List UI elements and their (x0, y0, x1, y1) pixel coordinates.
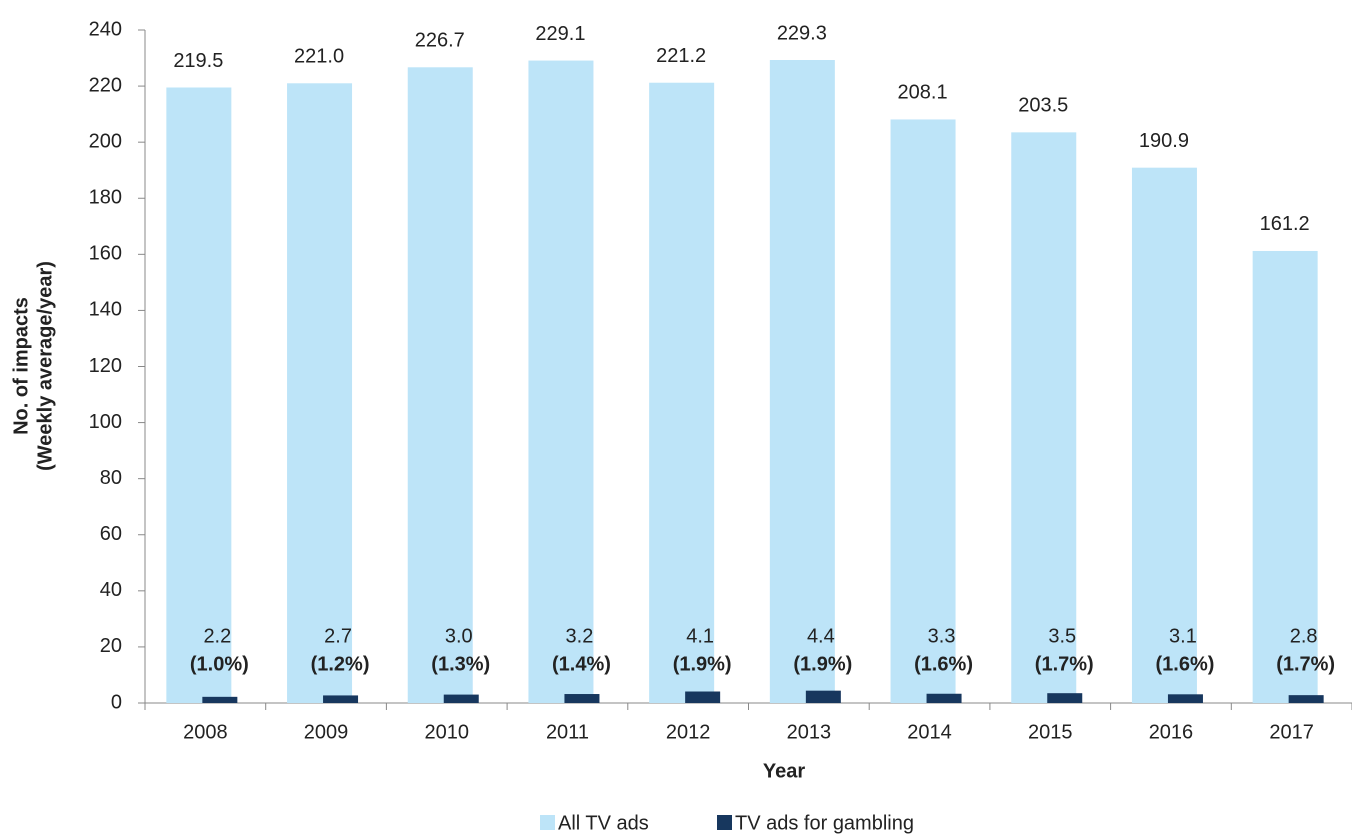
y-tick-label: 140 (89, 299, 122, 321)
x-tick-label: 2012 (666, 721, 711, 743)
share-label: (1.0%) (190, 653, 249, 675)
bar (443, 694, 479, 703)
bar (1131, 167, 1197, 704)
bar (1011, 132, 1077, 704)
value-label: 229.3 (777, 22, 827, 44)
value-label: 190.9 (1139, 130, 1189, 152)
y-axis-title: No. of impacts (10, 297, 32, 435)
legend-swatch (540, 815, 555, 830)
y-tick-label: 80 (100, 467, 122, 489)
bar (323, 695, 359, 703)
share-label: (1.2%) (311, 653, 370, 675)
x-axis-title: Year (763, 760, 805, 782)
share-label: (1.6%) (914, 653, 973, 675)
share-label: (1.6%) (1155, 653, 1214, 675)
bar (1167, 694, 1203, 703)
value-label: 3.5 (1048, 625, 1076, 647)
bar (1047, 693, 1083, 703)
x-tick-label: 2010 (425, 721, 470, 743)
value-label: 226.7 (415, 30, 465, 52)
value-label: 219.5 (173, 50, 223, 72)
bar (1288, 695, 1324, 703)
bar (407, 67, 473, 704)
value-label: 3.2 (566, 625, 594, 647)
x-tick-label: 2009 (304, 721, 349, 743)
y-tick-label: 180 (89, 187, 122, 209)
bar (890, 119, 956, 703)
value-label: 2.2 (203, 625, 231, 647)
value-label: 2.7 (324, 625, 352, 647)
y-tick-label: 20 (100, 635, 122, 657)
bar (528, 60, 594, 703)
value-label: 203.5 (1018, 95, 1068, 117)
share-label: (1.9%) (793, 653, 852, 675)
value-label: 4.1 (686, 625, 714, 647)
y-tick-label: 240 (89, 18, 122, 40)
value-label: 3.3 (928, 625, 956, 647)
y-tick-label: 100 (89, 411, 122, 433)
x-tick-label: 2008 (183, 721, 228, 743)
y-tick-label: 220 (89, 74, 122, 96)
value-label: 229.1 (535, 23, 585, 45)
x-tick-label: 2017 (1269, 721, 1314, 743)
y-axis-title: (Weekly average/year) (34, 261, 56, 471)
share-label: (1.9%) (673, 653, 732, 675)
y-tick-label: 200 (89, 130, 122, 152)
value-label: 4.4 (807, 625, 835, 647)
bar (926, 693, 962, 703)
share-label: (1.7%) (1276, 653, 1335, 675)
legend-swatch (717, 815, 732, 830)
y-tick-label: 120 (89, 355, 122, 377)
x-tick-label: 2016 (1149, 721, 1194, 743)
y-tick-label: 160 (89, 243, 122, 265)
value-label: 161.2 (1260, 213, 1310, 235)
bar (564, 694, 600, 703)
share-label: (1.7%) (1035, 653, 1094, 675)
bar (805, 690, 841, 703)
legend-label: TV ads for gambling (735, 812, 914, 834)
value-label: 3.1 (1169, 625, 1197, 647)
value-label: 221.0 (294, 46, 344, 68)
share-label: (1.3%) (431, 653, 490, 675)
bar (287, 83, 353, 703)
bar (202, 696, 238, 703)
value-label: 208.1 (898, 82, 948, 104)
share-label: (1.4%) (552, 653, 611, 675)
bar (1252, 250, 1318, 704)
value-label: 2.8 (1290, 625, 1318, 647)
bar (649, 82, 715, 704)
legend-label: All TV ads (558, 812, 649, 834)
y-tick-label: 40 (100, 579, 122, 601)
y-tick-label: 0 (111, 691, 122, 713)
x-tick-label: 2015 (1028, 721, 1073, 743)
x-tick-label: 2014 (907, 721, 952, 743)
value-label: 221.2 (656, 45, 706, 67)
y-tick-label: 60 (100, 523, 122, 545)
x-tick-label: 2013 (787, 721, 832, 743)
bar (166, 87, 232, 704)
bar (685, 691, 721, 703)
value-label: 3.0 (445, 625, 473, 647)
x-tick-label: 2011 (546, 721, 589, 743)
bar (769, 60, 835, 704)
